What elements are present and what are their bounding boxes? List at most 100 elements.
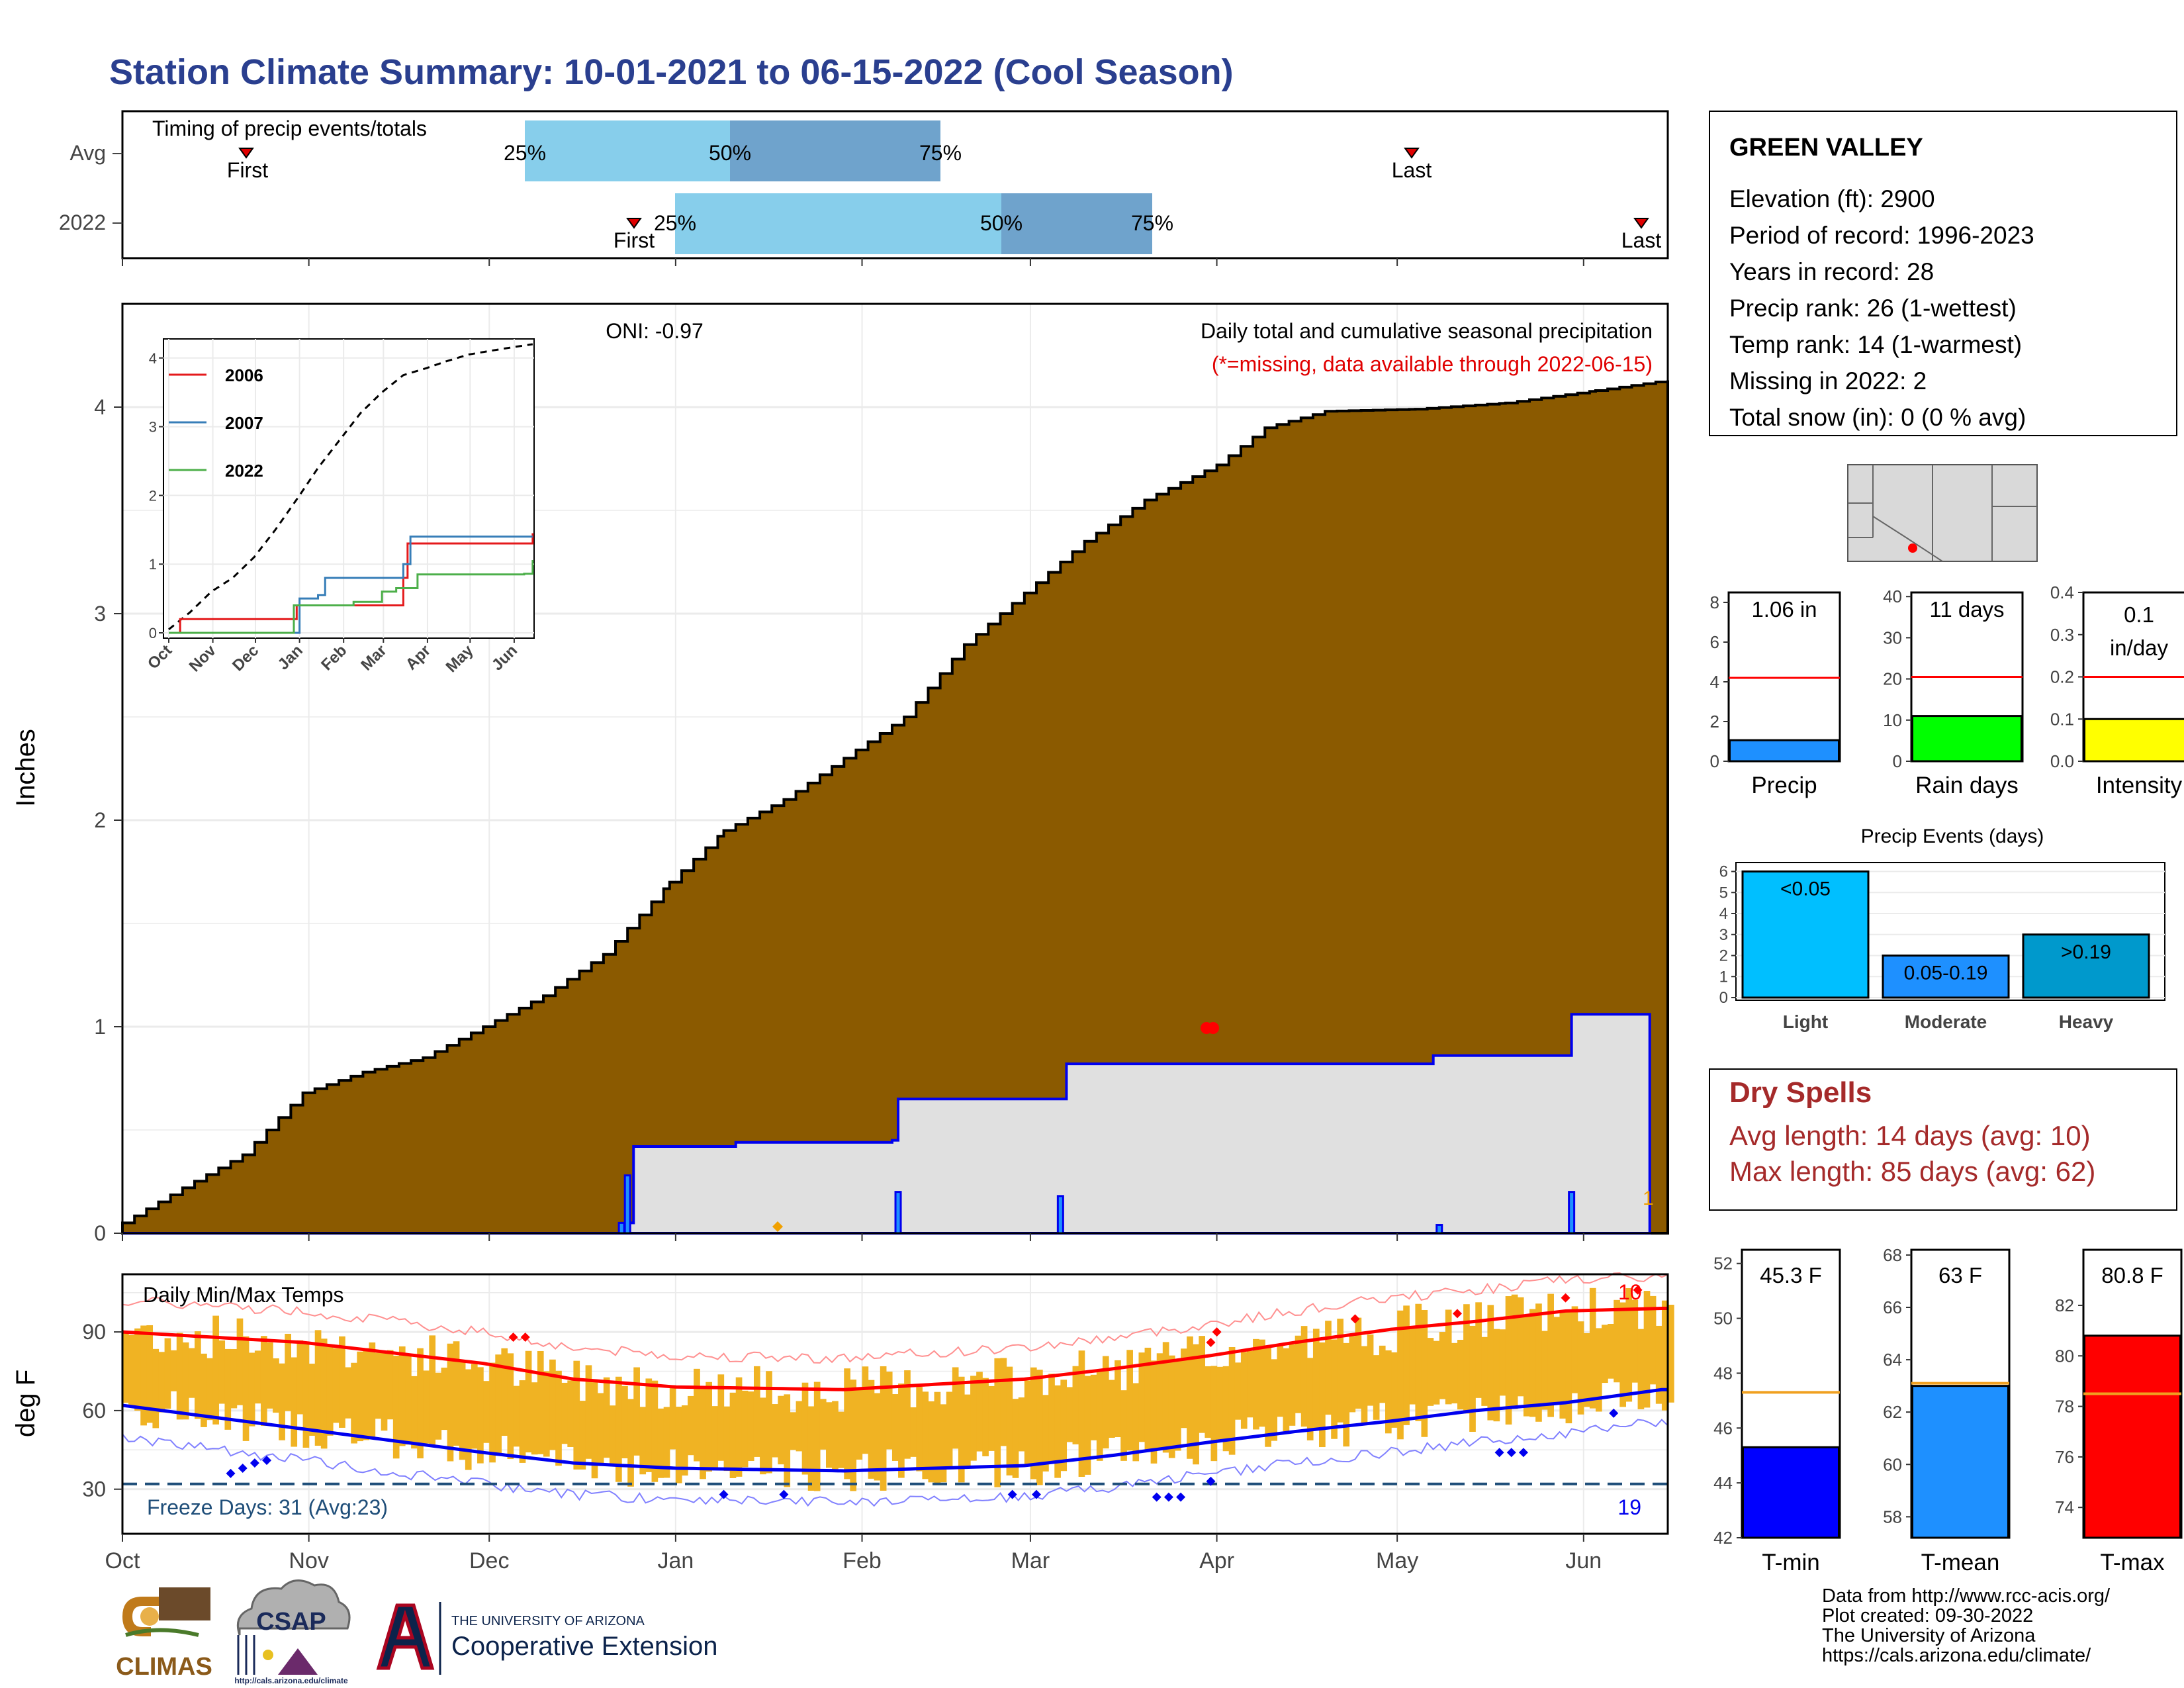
daily-temp-bar	[1325, 1321, 1332, 1415]
daily-temp-bar	[195, 1331, 201, 1419]
temp-summary-category: T-min	[1762, 1550, 1820, 1575]
daily-temp-bar	[597, 1393, 604, 1464]
daily-temp-bar	[723, 1406, 731, 1472]
daily-temp-bar	[549, 1359, 556, 1450]
daily-temp-bar	[1030, 1367, 1037, 1479]
daily-temp-bar	[633, 1367, 640, 1456]
tmax-avg-line	[122, 1306, 1668, 1391]
daily-temp-bar	[285, 1333, 291, 1411]
daily-temp-bar	[392, 1356, 400, 1459]
avg-first-marker-icon	[238, 148, 254, 159]
daily-temp-bar	[146, 1325, 154, 1423]
freeze-days-text: Freeze Days: 31 (Avg:23)	[147, 1495, 388, 1519]
oni-value: ONI: -0.97	[606, 319, 704, 343]
precip-caption: Daily total and cumulative seasonal prec…	[1201, 319, 1653, 343]
temp-summary-t-max: 74 76 78 80 82 80.8 F T-max	[2055, 1248, 2183, 1575]
footer-line-4: https://cals.arizona.edu/climate/	[1822, 1645, 2091, 1666]
daily-temp-bar	[1397, 1310, 1404, 1440]
daily-temp-bar	[922, 1391, 929, 1479]
daily-temp-bar	[1427, 1338, 1434, 1406]
daily-temp-bar	[994, 1358, 1001, 1487]
daily-temp-bar	[1283, 1348, 1290, 1432]
inset-legend-label: 2006	[225, 365, 263, 385]
daily-temp-bar	[910, 1407, 917, 1457]
mini-bar-value-label: 1.06 in	[1751, 597, 1817, 622]
daily-temp-bar	[507, 1353, 514, 1460]
daily-temp-bar	[1439, 1332, 1446, 1399]
2022-last-label: Last	[1621, 228, 1662, 252]
dry-spells-max: Max length: 85 days (avg: 62)	[1729, 1156, 2095, 1187]
inset-y-tick: 3	[149, 419, 157, 436]
month-axis-label: Nov	[289, 1548, 328, 1573]
avg-pct-25: 25%	[504, 141, 546, 165]
daily-temp-bar	[766, 1371, 772, 1474]
daily-temp-bar	[1469, 1325, 1476, 1432]
daily-temp-bar	[609, 1405, 616, 1466]
precip-main-panel: 1 0 1 2 3 4 ONI: -0.97 Daily total and cumul…	[11, 303, 1669, 1245]
daily-precip-bar	[1568, 1191, 1576, 1235]
month-axis-label: May	[1376, 1548, 1418, 1573]
record-low-marker	[1163, 1492, 1173, 1502]
daily-temp-bar	[1373, 1355, 1380, 1420]
temp-summary-value-label: 45.3 F	[1760, 1263, 1822, 1288]
daily-temp-bar	[579, 1401, 586, 1470]
mini-bar-tick: 0.3	[2050, 625, 2074, 645]
mini-bar-value-label: 0.1	[2124, 602, 2154, 627]
mini-bar-precip: 0 2 4 6 8 1.06 in Precip	[1710, 591, 1841, 798]
daily-temp-bar	[152, 1348, 159, 1429]
record-low-marker	[1494, 1448, 1504, 1458]
inset-y-tick: 1	[149, 556, 157, 573]
daily-temp-bar	[164, 1338, 171, 1409]
daily-temp-bar	[694, 1368, 700, 1462]
temp-summary-tick: 58	[1883, 1507, 1902, 1526]
daily-temp-bar	[1487, 1305, 1494, 1421]
station-info-line: Elevation (ft): 2900	[1729, 185, 1935, 212]
daily-temp-bar	[657, 1408, 664, 1478]
footer-line-2: Plot created: 09-30-2022	[1822, 1605, 2033, 1626]
daily-temp-bar	[1415, 1303, 1422, 1421]
daily-temp-bar	[1367, 1334, 1374, 1406]
daily-temp-bar	[898, 1383, 905, 1478]
daily-temp-bar	[1631, 1299, 1639, 1383]
temp-y-tick: 60	[82, 1399, 106, 1423]
daily-temp-bar	[778, 1395, 785, 1465]
daily-temp-bar	[1619, 1302, 1627, 1407]
daily-temp-bar	[1132, 1383, 1140, 1462]
daily-temp-bar	[904, 1370, 911, 1459]
daily-temp-bar	[459, 1361, 466, 1460]
record-high-marker	[1561, 1293, 1570, 1303]
daily-temp-bar	[345, 1367, 351, 1419]
daily-temp-bar	[1168, 1355, 1175, 1458]
daily-temp-bar	[1457, 1339, 1464, 1410]
daily-temp-bar	[1391, 1352, 1398, 1428]
event-bar-light	[1741, 870, 1870, 999]
temp-y-tick: 90	[82, 1320, 106, 1344]
daily-temp-bar	[483, 1381, 490, 1443]
events-y-tick: 2	[1719, 947, 1728, 965]
record-low-marker	[719, 1489, 729, 1499]
daily-temp-bar	[1614, 1299, 1620, 1383]
mini-bar-value	[2083, 718, 2184, 763]
daily-temp-bar	[1553, 1317, 1561, 1403]
daily-temp-bar	[1048, 1374, 1055, 1462]
temp-summary-tick: 52	[1713, 1254, 1733, 1274]
2022-first-marker-icon	[626, 218, 642, 229]
daily-temp-bar	[1265, 1346, 1271, 1447]
daily-temp-bar	[1602, 1325, 1608, 1383]
temp-summary-value-label: 63 F	[1938, 1263, 1982, 1288]
temp-summary-tick: 44	[1713, 1473, 1733, 1493]
daily-temp-bar	[1385, 1350, 1392, 1434]
daily-temp-bar	[1337, 1319, 1343, 1423]
events-y-tick: 4	[1719, 905, 1728, 923]
daily-temp-bar	[1571, 1306, 1578, 1393]
daily-temp-bar	[681, 1405, 688, 1476]
daily-temp-bar	[982, 1378, 989, 1456]
station-info-line: Total snow (in): 0 (0 % avg)	[1729, 404, 2026, 431]
temp-summary-category: T-mean	[1921, 1550, 2000, 1575]
footer-line-1: Data from http://www.rcc-acis.org/	[1822, 1585, 2111, 1607]
record-low-marker	[779, 1489, 789, 1499]
daily-temp-bar	[934, 1391, 941, 1485]
daily-temp-bar	[753, 1366, 760, 1457]
daily-temp-bar	[585, 1365, 592, 1459]
